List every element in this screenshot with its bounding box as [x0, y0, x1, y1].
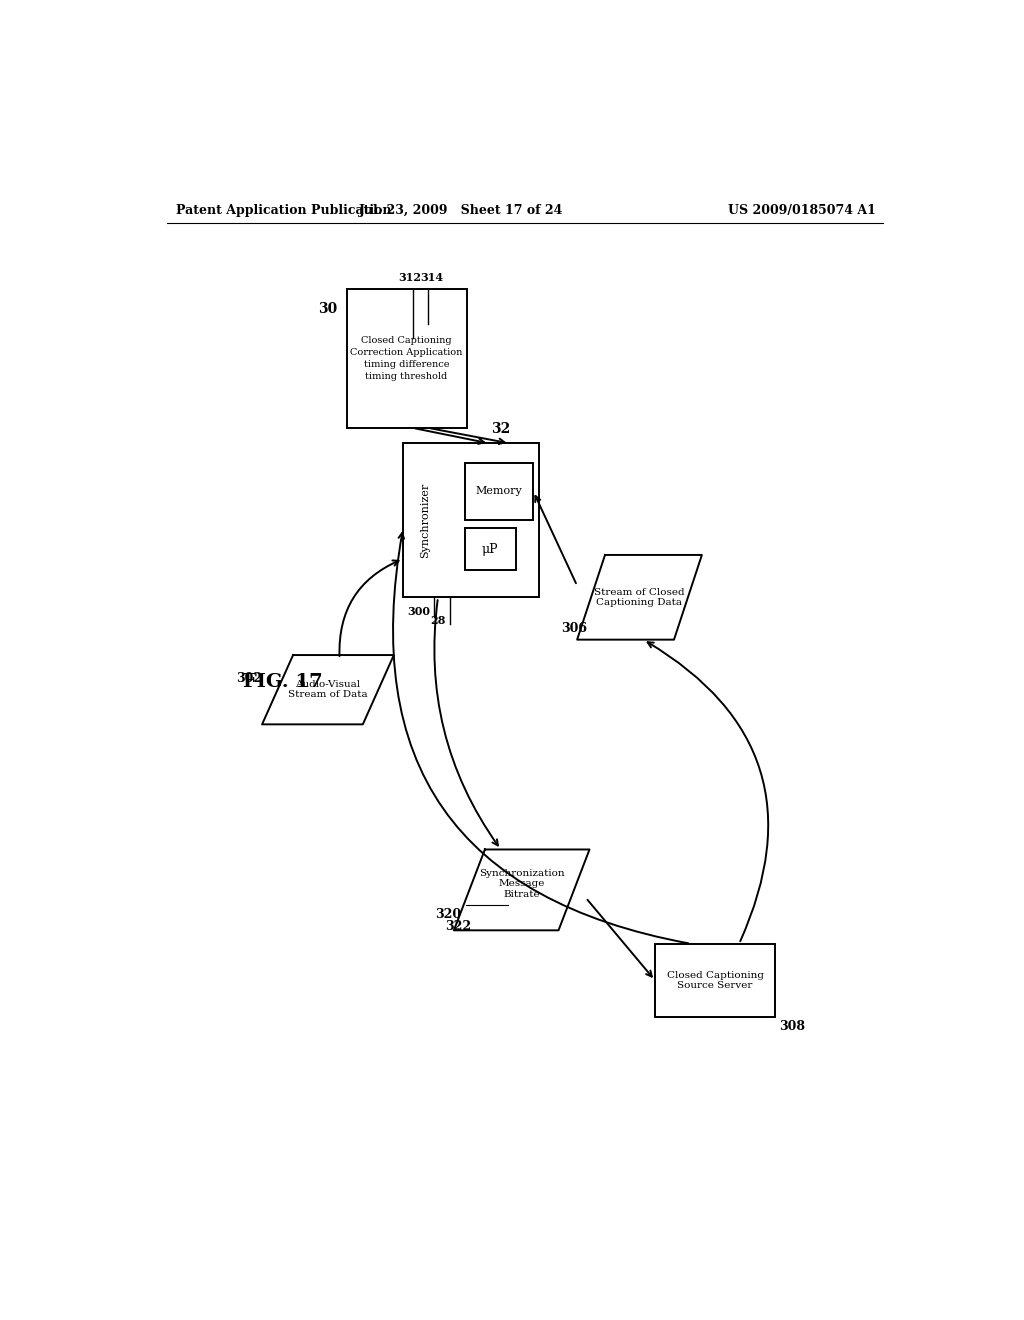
Text: 30: 30 — [318, 301, 337, 315]
Bar — [655, 944, 775, 1016]
Text: Synchronization
Message
Bitrate: Synchronization Message Bitrate — [479, 869, 564, 899]
Text: 302: 302 — [236, 672, 262, 685]
Text: 28: 28 — [430, 615, 445, 626]
Text: 320: 320 — [435, 908, 462, 921]
Text: μP: μP — [482, 543, 499, 556]
Text: 306: 306 — [561, 622, 587, 635]
Text: US 2009/0185074 A1: US 2009/0185074 A1 — [728, 205, 877, 218]
Text: FIG. 17: FIG. 17 — [243, 673, 323, 690]
Text: 300: 300 — [408, 606, 430, 616]
Text: Memory: Memory — [476, 487, 522, 496]
Text: Synchronizer: Synchronizer — [420, 483, 430, 558]
Text: Stream of Closed
Captioning Data: Stream of Closed Captioning Data — [594, 587, 685, 607]
Text: 312: 312 — [398, 272, 421, 284]
Text: Audio-Visual
Stream of Data: Audio-Visual Stream of Data — [288, 680, 368, 700]
Text: 308: 308 — [779, 1019, 805, 1032]
Text: Patent Application Publication: Patent Application Publication — [176, 205, 391, 218]
Bar — [465, 528, 515, 570]
Bar — [346, 289, 467, 428]
Text: 322: 322 — [444, 920, 471, 933]
Text: Jul. 23, 2009   Sheet 17 of 24: Jul. 23, 2009 Sheet 17 of 24 — [359, 205, 563, 218]
Bar — [465, 462, 534, 520]
Text: 32: 32 — [492, 421, 510, 436]
Text: Closed Captioning
Source Server: Closed Captioning Source Server — [667, 970, 764, 990]
Polygon shape — [262, 655, 394, 725]
Polygon shape — [454, 850, 590, 931]
Bar — [403, 444, 539, 597]
Text: 314: 314 — [420, 272, 443, 284]
Polygon shape — [578, 554, 701, 640]
Text: Closed Captioning
Correction Application
timing difference
timing threshold: Closed Captioning Correction Application… — [350, 337, 463, 380]
